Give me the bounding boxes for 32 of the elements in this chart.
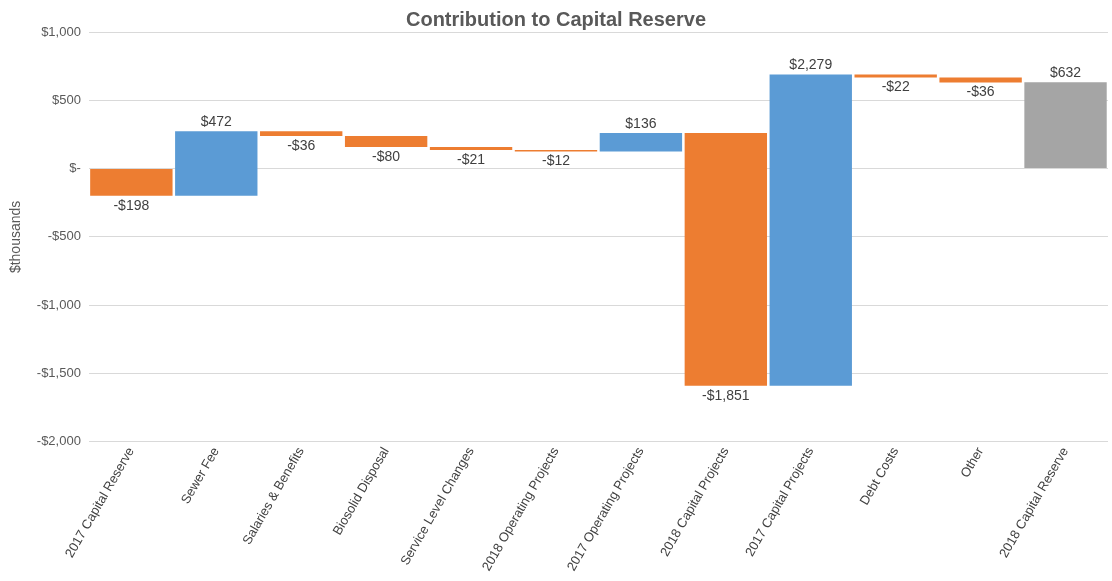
y-axis-title: $thousands	[7, 200, 24, 274]
bar	[1024, 82, 1107, 169]
y-tick-label: $1,000	[41, 23, 81, 39]
y-tick-label: $-	[69, 160, 81, 176]
data-label: $136	[625, 114, 657, 131]
data-label: -$198	[113, 196, 150, 213]
bar	[90, 169, 173, 196]
bar	[599, 132, 683, 152]
bar	[344, 136, 428, 148]
y-tick-label: -$1,000	[36, 296, 81, 312]
data-label: -$21	[457, 150, 486, 167]
bar	[175, 131, 258, 196]
bar	[939, 77, 1022, 83]
bar	[684, 132, 768, 386]
data-label: -$1,851	[702, 386, 750, 403]
y-tick-label: $500	[51, 91, 81, 107]
bar	[854, 74, 937, 78]
data-label: $632	[1049, 64, 1082, 81]
data-label: $2,279	[789, 56, 833, 73]
data-label: -$36	[287, 136, 316, 153]
bar	[429, 147, 513, 150]
data-label: -$80	[372, 147, 401, 164]
bar	[260, 131, 343, 137]
y-tick-label: -$2,000	[36, 433, 81, 449]
bar	[769, 74, 852, 386]
data-label: -$12	[541, 152, 571, 169]
data-label: -$36	[966, 83, 995, 100]
data-label: $472	[200, 113, 233, 130]
data-label: -$22	[881, 78, 910, 95]
y-tick-label: -$500	[47, 228, 81, 244]
chart-title: Contribution to Capital Reserve	[405, 7, 707, 30]
y-tick-label: -$1,500	[36, 365, 81, 381]
